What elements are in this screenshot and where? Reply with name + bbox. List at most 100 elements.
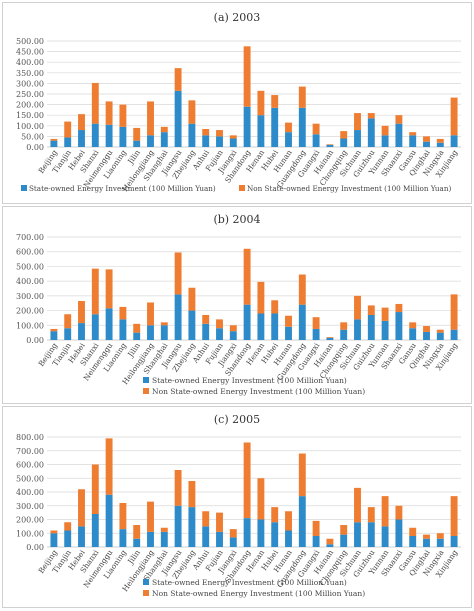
bar-state-owned: [450, 135, 458, 147]
bar-state-owned: [271, 313, 279, 340]
bar-state-owned: [243, 106, 251, 147]
bar-non-state-owned: [395, 115, 403, 124]
bar-non-state-owned: [174, 252, 182, 295]
y-tick-label: 400.00: [16, 488, 44, 497]
bar-state-owned: [423, 331, 430, 340]
bar-state-owned: [298, 496, 306, 547]
bar-non-state-owned: [188, 100, 196, 124]
bar-state-owned: [409, 328, 417, 340]
y-tick-label: 200.00: [16, 101, 44, 110]
bar-state-owned: [243, 304, 251, 340]
bar-non-state-owned: [216, 319, 223, 329]
bar-non-state-owned: [50, 328, 58, 332]
bar-state-owned: [367, 522, 375, 547]
y-tick-label: 700.00: [16, 233, 44, 242]
chart-title: (c) 2005: [214, 413, 260, 426]
bar-non-state-owned: [409, 322, 417, 329]
chart-title: (a) 2003: [214, 11, 261, 24]
bar-non-state-owned: [285, 511, 292, 531]
bar-non-state-owned: [147, 501, 154, 532]
bar-non-state-owned: [354, 487, 361, 523]
bar-non-state-owned: [64, 314, 72, 329]
legend-label: Non State-owned Energy Investment (100 M…: [247, 184, 451, 193]
bar-non-state-owned: [450, 496, 458, 536]
bar-non-state-owned: [50, 530, 58, 534]
bar-state-owned: [91, 123, 99, 147]
bar-non-state-owned: [78, 489, 85, 527]
legend-swatch: [239, 185, 245, 191]
bar-state-owned: [423, 141, 430, 147]
bar-state-owned: [147, 135, 154, 147]
bar-non-state-owned: [147, 302, 154, 326]
bar-non-state-owned: [436, 533, 444, 539]
bar-state-owned: [381, 135, 389, 147]
bar-non-state-owned: [312, 520, 320, 536]
bar-non-state-owned: [367, 507, 375, 523]
bar-state-owned: [312, 536, 320, 547]
bar-state-owned: [326, 337, 334, 340]
bar-non-state-owned: [243, 46, 251, 107]
bar-state-owned: [174, 294, 182, 340]
bar-non-state-owned: [409, 132, 417, 136]
bar-state-owned: [202, 135, 210, 147]
bar-state-owned: [147, 325, 154, 340]
bar-state-owned: [202, 323, 210, 340]
y-tick-label: 0.00: [26, 543, 44, 552]
bar-state-owned: [50, 533, 58, 547]
bar-state-owned: [229, 138, 237, 147]
bar-non-state-owned: [423, 534, 430, 539]
bar-non-state-owned: [271, 507, 279, 523]
bar-state-owned: [257, 519, 265, 547]
bar-state-owned: [271, 107, 279, 147]
legend-label: Non State-owned Energy Investment (100 M…: [152, 387, 365, 396]
bar-non-state-owned: [354, 113, 361, 131]
bar-non-state-owned: [160, 527, 168, 532]
bar-non-state-owned: [105, 101, 113, 125]
bar-non-state-owned: [160, 322, 168, 326]
legend-swatch: [143, 579, 149, 585]
bar-non-state-owned: [298, 86, 306, 108]
y-tick-label: 350.00: [16, 69, 44, 78]
bar-state-owned: [257, 115, 265, 147]
bar-non-state-owned: [105, 438, 113, 495]
y-tick-label: 300.00: [16, 292, 44, 301]
bar-non-state-owned: [450, 294, 458, 330]
y-tick-label: 500.00: [16, 474, 44, 483]
bar-non-state-owned: [91, 464, 99, 514]
bar-non-state-owned: [257, 90, 265, 116]
bar-state-owned: [64, 530, 72, 547]
legend-label: State-owned Energy Investment (100 Milli…: [29, 184, 216, 193]
bar-non-state-owned: [312, 123, 320, 135]
bar-state-owned: [160, 531, 168, 547]
bar-non-state-owned: [202, 128, 210, 136]
bar-non-state-owned: [216, 512, 223, 532]
bar-non-state-owned: [340, 131, 348, 139]
bar-non-state-owned: [133, 127, 141, 141]
bar-non-state-owned: [409, 527, 417, 536]
bar-non-state-owned: [160, 126, 168, 133]
bar-non-state-owned: [243, 248, 251, 305]
bar-state-owned: [450, 536, 458, 547]
bar-state-owned: [271, 522, 279, 547]
bar-state-owned: [367, 118, 375, 147]
bar-non-state-owned: [340, 322, 348, 330]
bar-state-owned: [395, 123, 403, 147]
legend-swatch: [143, 388, 149, 394]
bar-state-owned: [436, 332, 444, 340]
y-tick-label: 800.00: [16, 433, 44, 442]
bar-non-state-owned: [271, 95, 279, 108]
bar-non-state-owned: [423, 326, 430, 332]
chart-2004: (b) 2004 0.00 100.00 200.00 300.00 400.00 500.…: [16, 213, 461, 396]
bar-state-owned: [381, 320, 389, 340]
bar-state-owned: [340, 329, 348, 340]
bar-state-owned: [409, 135, 417, 147]
chart-title: (b) 2004: [213, 213, 260, 226]
bar-state-owned: [78, 323, 85, 340]
bar-non-state-owned: [91, 268, 99, 315]
chart-panel-2005: (c) 2005 0.00 100.00 200.00 300.00 400.00 500.…: [2, 406, 472, 608]
legend-label: State-owned Energy Investment (100 Milli…: [152, 376, 347, 385]
bar-state-owned: [436, 142, 444, 147]
bar-non-state-owned: [119, 306, 127, 320]
bar-state-owned: [409, 536, 417, 547]
